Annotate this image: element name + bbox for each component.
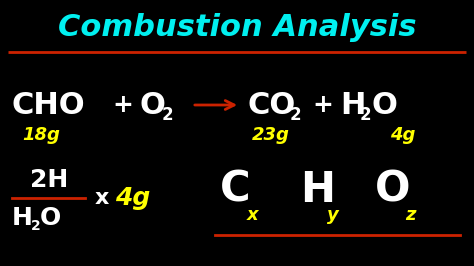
Text: 2: 2	[360, 106, 372, 124]
Text: z: z	[405, 206, 416, 224]
Text: H: H	[340, 90, 365, 119]
Text: O: O	[375, 169, 410, 211]
Text: 18g: 18g	[22, 126, 60, 144]
Text: +: +	[312, 93, 333, 117]
Text: H: H	[300, 169, 335, 211]
Text: 4g: 4g	[115, 186, 150, 210]
Text: x: x	[95, 188, 109, 208]
Text: y: y	[327, 206, 339, 224]
Text: 2H: 2H	[30, 168, 68, 192]
Text: H: H	[12, 206, 33, 230]
Text: 23g: 23g	[252, 126, 290, 144]
Text: C: C	[220, 169, 251, 211]
Text: 2: 2	[290, 106, 301, 124]
Text: Combustion Analysis: Combustion Analysis	[58, 14, 416, 43]
Text: 2: 2	[162, 106, 173, 124]
Text: O: O	[372, 90, 398, 119]
Text: 4g: 4g	[390, 126, 415, 144]
Text: O: O	[140, 90, 166, 119]
Text: 2: 2	[31, 219, 41, 233]
Text: x: x	[247, 206, 259, 224]
Text: CHO: CHO	[12, 90, 86, 119]
Text: +: +	[112, 93, 133, 117]
Text: CO: CO	[248, 90, 296, 119]
Text: O: O	[40, 206, 61, 230]
